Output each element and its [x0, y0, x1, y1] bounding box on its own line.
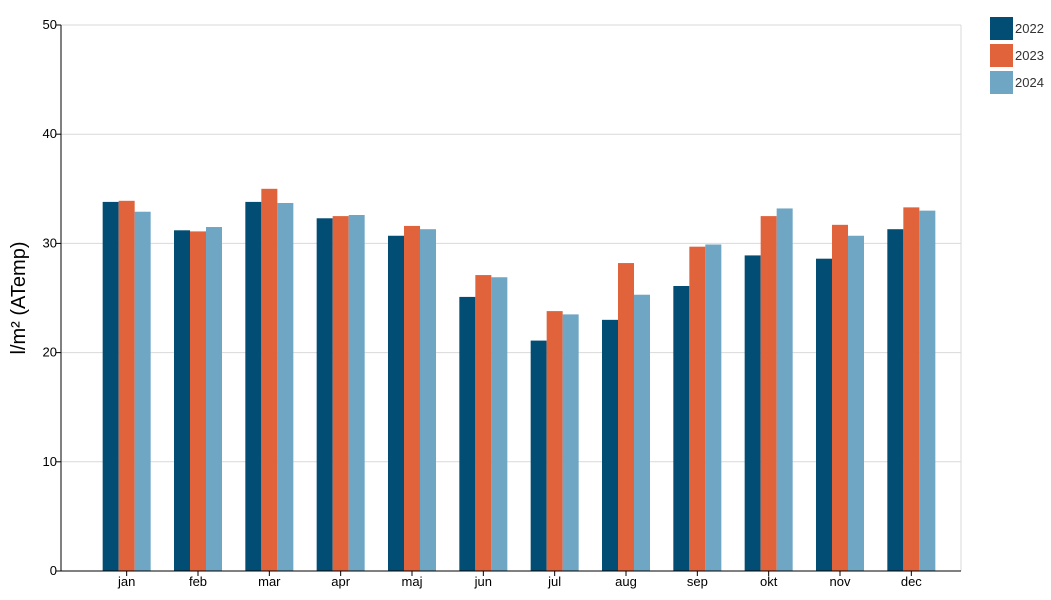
- bar-2023-jul: [546, 311, 563, 571]
- tick-labels: 0 10 20 30 40 50 jan feb mar apr maj jun jul aug sep ok…: [43, 17, 923, 589]
- bar-2024-dec: [919, 210, 936, 571]
- y-tick-label: 0: [50, 563, 57, 578]
- bar-2024-mar: [277, 202, 294, 571]
- bar-2022-feb: [174, 230, 190, 571]
- y-tick-label: 20: [43, 345, 57, 360]
- x-tick-label: aug: [615, 574, 637, 589]
- x-tick-label: jan: [117, 574, 135, 589]
- bar-2023-dec: [903, 207, 920, 571]
- bar-2022-dec: [887, 229, 904, 572]
- legend-swatch-2024: [990, 71, 1013, 94]
- bar-2022-jul: [530, 340, 547, 571]
- x-tick-label: dec: [901, 574, 922, 589]
- y-axis-label: l/m² (ATemp): [8, 242, 30, 355]
- legend-label-2023: 2023: [1015, 48, 1044, 63]
- x-tick-label: sep: [687, 574, 708, 589]
- bar-2023-okt: [760, 216, 777, 571]
- bar-2023-aug: [618, 263, 634, 571]
- legend-label-2022: 2022: [1015, 21, 1044, 36]
- bar-2023-apr: [332, 216, 349, 571]
- x-tick-label: jun: [474, 574, 492, 589]
- bar-2024-jul: [562, 314, 579, 571]
- bar-2022-jun: [459, 296, 476, 571]
- legend: 2022 2023 2024: [990, 17, 1044, 94]
- bar-2024-maj: [420, 229, 436, 572]
- x-tick-label: mar: [258, 574, 281, 589]
- bar-2022-mar: [245, 201, 262, 572]
- bar-2022-sep: [673, 285, 690, 571]
- bar-2024-jun: [491, 277, 508, 571]
- bar-2022-nov: [816, 258, 832, 571]
- bars: [102, 188, 936, 572]
- bar-2024-okt: [776, 208, 793, 571]
- axes: [56, 24, 961, 576]
- bar-2023-nov: [832, 224, 848, 571]
- bar-2024-jan: [134, 211, 151, 571]
- bar-2024-apr: [348, 215, 365, 571]
- y-tick-label: 10: [43, 454, 57, 469]
- bar-2023-jun: [475, 275, 492, 571]
- x-tick-label: maj: [402, 574, 423, 589]
- x-tick-label: okt: [760, 574, 778, 589]
- bar-2024-feb: [206, 227, 222, 571]
- bar-2022-aug: [602, 319, 618, 571]
- bar-2022-maj: [388, 235, 404, 572]
- bar-2023-mar: [261, 188, 278, 572]
- bar-2023-jan: [118, 200, 135, 571]
- bar-2022-jan: [102, 201, 119, 572]
- legend-swatch-2022: [990, 17, 1013, 40]
- bar-2023-maj: [404, 225, 420, 572]
- bar-2024-nov: [848, 235, 864, 572]
- x-tick-label: jul: [547, 574, 561, 589]
- x-tick-label: apr: [331, 574, 350, 589]
- bar-2023-sep: [689, 246, 706, 571]
- y-tick-label: 50: [43, 17, 57, 32]
- legend-swatch-2023: [990, 44, 1013, 67]
- bar-2022-okt: [744, 255, 761, 572]
- legend-label-2024: 2024: [1015, 75, 1044, 90]
- bar-2024-sep: [705, 244, 722, 571]
- bar-2022-apr: [316, 218, 333, 571]
- x-tick-label: nov: [830, 574, 851, 589]
- y-tick-label: 40: [43, 126, 57, 141]
- bar-2024-aug: [634, 294, 650, 571]
- y-tick-label: 30: [43, 235, 57, 250]
- bar-2023-feb: [190, 231, 206, 571]
- x-tick-label: feb: [189, 574, 207, 589]
